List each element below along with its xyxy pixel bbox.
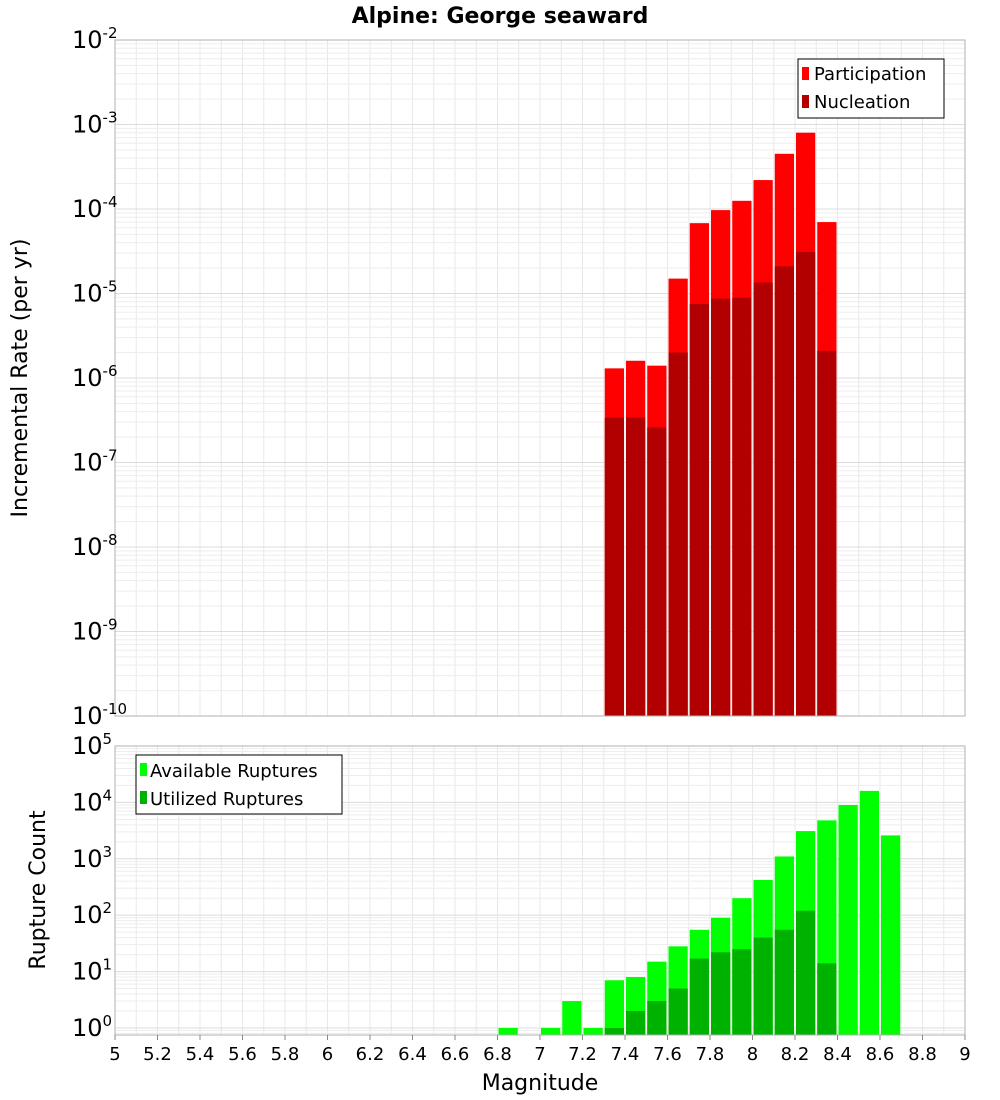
x-tick-label: 9: [959, 1044, 970, 1065]
count-y-ticks: 100 101 102 103 104 105: [72, 730, 112, 1042]
utilized-ruptures-bar: [626, 1010, 646, 1035]
x-tick-label: 5.8: [271, 1044, 300, 1065]
x-tick-label: 6: [322, 1044, 333, 1065]
y-tick-label: 10-8: [72, 531, 118, 561]
utilized-ruptures-bar: [753, 937, 773, 1035]
participation-legend-swatch: [802, 67, 809, 80]
count-y-axis-label: Rupture Count: [26, 810, 51, 970]
x-tick-label: 6.6: [441, 1044, 470, 1065]
y-tick-label: 10-7: [72, 447, 118, 477]
nucleation-bar: [817, 350, 837, 716]
y-tick-label: 100: [72, 1012, 112, 1042]
available-ruptures-bar: [562, 1001, 582, 1035]
nucleation-bar: [732, 297, 752, 716]
x-tick-label: 5.4: [186, 1044, 215, 1065]
available-ruptures-bar: [881, 835, 901, 1035]
y-tick-label: 10-2: [72, 24, 118, 54]
nucleation-bar: [753, 282, 773, 716]
rate-y-axis-label: Incremental Rate (per yr): [8, 239, 33, 518]
utilized-ruptures-bar: [668, 988, 688, 1035]
nucleation-bar: [774, 266, 794, 716]
utilized-ruptures-legend-swatch: [140, 791, 147, 804]
count-bars: [498, 790, 901, 1035]
x-tick-label: 6.2: [356, 1044, 385, 1065]
x-tick-label: 7.8: [696, 1044, 725, 1065]
x-ticks: 5 5.2 5.4 5.6 5.8 6 6.2 6.4 6.6 6.8 7 7.2 7.4 7.6 7.8 8…: [109, 1035, 971, 1065]
nucleation-bar: [796, 251, 816, 717]
rate-grid: [114, 40, 966, 717]
nucleation-bar: [668, 352, 688, 716]
x-tick-label: 5.2: [143, 1044, 172, 1065]
x-tick-label: 6.4: [398, 1044, 427, 1065]
count-panel: 100 101 102 103 104 105 5 5.2 5.4 5.6 5.8 6 6.2 6.4 6…: [26, 730, 971, 1096]
chart-title: Alpine: George seaward: [352, 4, 649, 29]
y-tick-label: 103: [72, 843, 112, 873]
available-ruptures-bar: [859, 790, 879, 1035]
available-ruptures-bar: [498, 1027, 518, 1035]
rate-plot-frame: [114, 39, 966, 717]
utilized-ruptures-legend-label: Utilized Ruptures: [150, 789, 303, 810]
x-tick-label: 8.4: [823, 1044, 852, 1065]
y-tick-label: 104: [72, 786, 112, 816]
utilized-ruptures-bar: [647, 1001, 667, 1035]
available-ruptures-legend-swatch: [140, 763, 147, 776]
available-ruptures-bar: [604, 980, 624, 1035]
utilized-ruptures-bar: [774, 929, 794, 1035]
rate-y-ticks: 10-10 10-9 10-8 10-7 10-6 10-5 10-4 10-3 10-2: [72, 24, 127, 730]
nucleation-bar: [711, 298, 731, 716]
count-legend: Available Ruptures Utilized Ruptures: [135, 754, 343, 815]
nucleation-bar: [647, 427, 667, 716]
y-tick-label: 101: [72, 956, 112, 986]
count-legend-box: [135, 754, 343, 815]
rate-legend: Participation Nucleation: [797, 58, 945, 119]
x-tick-label: 8.8: [908, 1044, 937, 1065]
available-ruptures-bar: [583, 1027, 603, 1035]
y-tick-label: 105: [72, 730, 112, 760]
y-tick-label: 10-4: [72, 193, 118, 223]
y-tick-label: 10-5: [72, 278, 118, 308]
utilized-ruptures-bar: [796, 910, 816, 1035]
x-tick-label: 8.2: [781, 1044, 810, 1065]
utilized-ruptures-bar: [711, 952, 731, 1035]
rate-bars: [604, 132, 837, 717]
x-tick-label: 7: [534, 1044, 545, 1065]
y-tick-label: 10-9: [72, 616, 118, 646]
rate-legend-box: [797, 58, 945, 119]
utilized-ruptures-bar: [817, 963, 837, 1035]
available-ruptures-bar: [838, 804, 858, 1035]
y-tick-label: 102: [72, 899, 112, 929]
available-ruptures-bar: [541, 1027, 561, 1035]
utilized-ruptures-bar: [604, 1027, 624, 1035]
x-tick-label: 7.6: [653, 1044, 682, 1065]
x-tick-label: 8: [747, 1044, 758, 1065]
participation-legend-label: Participation: [814, 64, 926, 85]
nucleation-bar: [604, 417, 624, 716]
x-axis-label: Magnitude: [482, 1071, 599, 1096]
nucleation-bar: [689, 304, 709, 716]
x-tick-label: 8.6: [866, 1044, 895, 1065]
nucleation-bar: [626, 417, 646, 716]
available-ruptures-legend-label: Available Ruptures: [150, 761, 318, 782]
y-tick-label: 10-6: [72, 362, 118, 392]
nucleation-legend-label: Nucleation: [814, 92, 910, 113]
x-tick-label: 5.6: [228, 1044, 257, 1065]
y-tick-label: 10-3: [72, 109, 118, 139]
utilized-ruptures-bar: [732, 949, 752, 1035]
rate-panel: 10-10 10-9 10-8 10-7 10-6 10-5 10-4 10-3 10-2 In…: [8, 24, 966, 730]
x-tick-label: 7.2: [568, 1044, 597, 1065]
utilized-ruptures-bar: [689, 958, 709, 1035]
y-tick-label: 10-10: [72, 700, 127, 730]
x-tick-label: 5: [109, 1044, 120, 1065]
x-tick-label: 6.8: [483, 1044, 512, 1065]
x-tick-label: 7.4: [611, 1044, 640, 1065]
nucleation-legend-swatch: [802, 95, 809, 108]
